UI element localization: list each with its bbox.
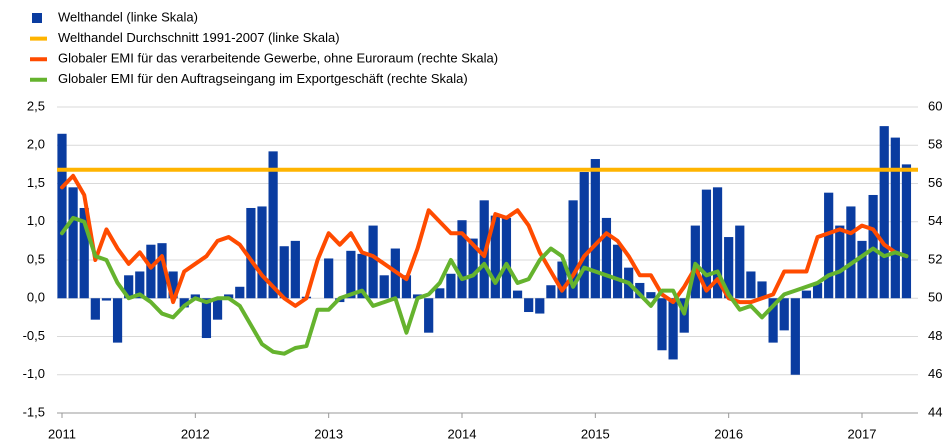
y2-tick-label: 48 [928, 328, 942, 343]
legend-label: Globaler EMI für den Auftragseingang im … [58, 71, 468, 86]
y-tick-label: 2,5 [27, 98, 45, 113]
bar [757, 281, 767, 299]
x-tick-label: 2016 [714, 426, 743, 441]
line [60, 173, 909, 308]
x-tick-label: 2014 [448, 426, 477, 441]
bar [290, 240, 300, 299]
bar [746, 271, 756, 299]
y2-tick-label: 46 [928, 366, 942, 381]
x-tick-label: 2012 [181, 426, 210, 441]
bar [668, 298, 678, 360]
x-tick-label: 2013 [314, 426, 343, 441]
bar [557, 261, 567, 299]
legend-label: Welthandel (linke Skala) [58, 9, 198, 24]
y-tick-label: 2,0 [27, 137, 45, 152]
bar [512, 290, 523, 299]
y2-tick-label: 44 [928, 404, 942, 419]
bar [379, 275, 389, 299]
bar [601, 217, 612, 299]
bar [435, 288, 445, 299]
bar [635, 282, 645, 299]
bar [790, 298, 800, 375]
line [60, 215, 909, 356]
bar [857, 240, 867, 299]
bar [257, 206, 267, 299]
bar [835, 225, 845, 299]
x-tick-label: 2017 [848, 426, 877, 441]
legend-label: Welthandel Durchschnitt 1991-2007 (linke… [58, 30, 340, 45]
y-tick-label: -0,5 [23, 328, 45, 343]
bar [68, 187, 78, 299]
bar [779, 298, 789, 331]
bar [657, 298, 667, 351]
y2-tick-label: 52 [928, 251, 942, 266]
bar [368, 225, 378, 299]
bar [424, 298, 434, 333]
y2-tick-label: 60 [928, 98, 942, 113]
bar [490, 215, 500, 299]
y2-tick-label: 50 [928, 290, 942, 305]
bar [724, 237, 734, 299]
bar [79, 207, 89, 299]
bar [768, 298, 778, 343]
y-tick-label: -1,5 [23, 404, 45, 419]
y-tick-label: 1,5 [27, 175, 45, 190]
bar [279, 246, 289, 299]
bar [612, 244, 623, 299]
y-tick-label: 0,5 [27, 251, 45, 266]
y2-tick-label: 58 [928, 137, 942, 152]
bar [590, 159, 600, 299]
bar [879, 126, 889, 299]
legend-label: Globaler EMI für das verarbeitende Gewer… [58, 51, 498, 66]
bar [124, 275, 134, 299]
bar [268, 151, 278, 299]
x-tick-label: 2011 [48, 426, 76, 441]
bar [501, 217, 512, 299]
bar [846, 206, 856, 299]
bar [824, 192, 834, 299]
y2-tick-label: 56 [928, 175, 942, 190]
bar [201, 298, 212, 339]
bar [524, 298, 534, 313]
y-tick-label: 1,0 [27, 213, 45, 228]
bar [901, 164, 912, 299]
bar [535, 298, 545, 314]
bar [235, 286, 245, 299]
bar [179, 298, 189, 308]
bar [401, 275, 412, 299]
bar [101, 298, 112, 301]
bar [812, 282, 823, 299]
bar [168, 271, 178, 299]
bar [735, 225, 745, 299]
x-tick-label: 2015 [581, 426, 610, 441]
bar [568, 200, 578, 299]
bar [579, 172, 589, 299]
bar [246, 207, 256, 299]
bar [112, 298, 123, 343]
bar [157, 243, 167, 299]
bar [457, 220, 467, 299]
legend-swatch [32, 13, 42, 23]
bar [346, 250, 356, 299]
bar [446, 273, 456, 299]
bar [890, 137, 900, 299]
bar [324, 258, 334, 299]
bar [701, 189, 712, 299]
y2-tick-label: 54 [928, 213, 942, 228]
bar [546, 285, 556, 299]
y-tick-label: 0,0 [27, 290, 45, 305]
y-tick-label: -1,0 [23, 366, 45, 381]
bar [90, 298, 100, 320]
bar [357, 253, 367, 299]
bar [212, 298, 223, 320]
bar [712, 187, 723, 299]
bar [646, 292, 656, 299]
bar [135, 271, 145, 299]
bar [146, 244, 156, 299]
bar [57, 133, 67, 299]
bar [801, 290, 812, 299]
bar [468, 238, 478, 299]
